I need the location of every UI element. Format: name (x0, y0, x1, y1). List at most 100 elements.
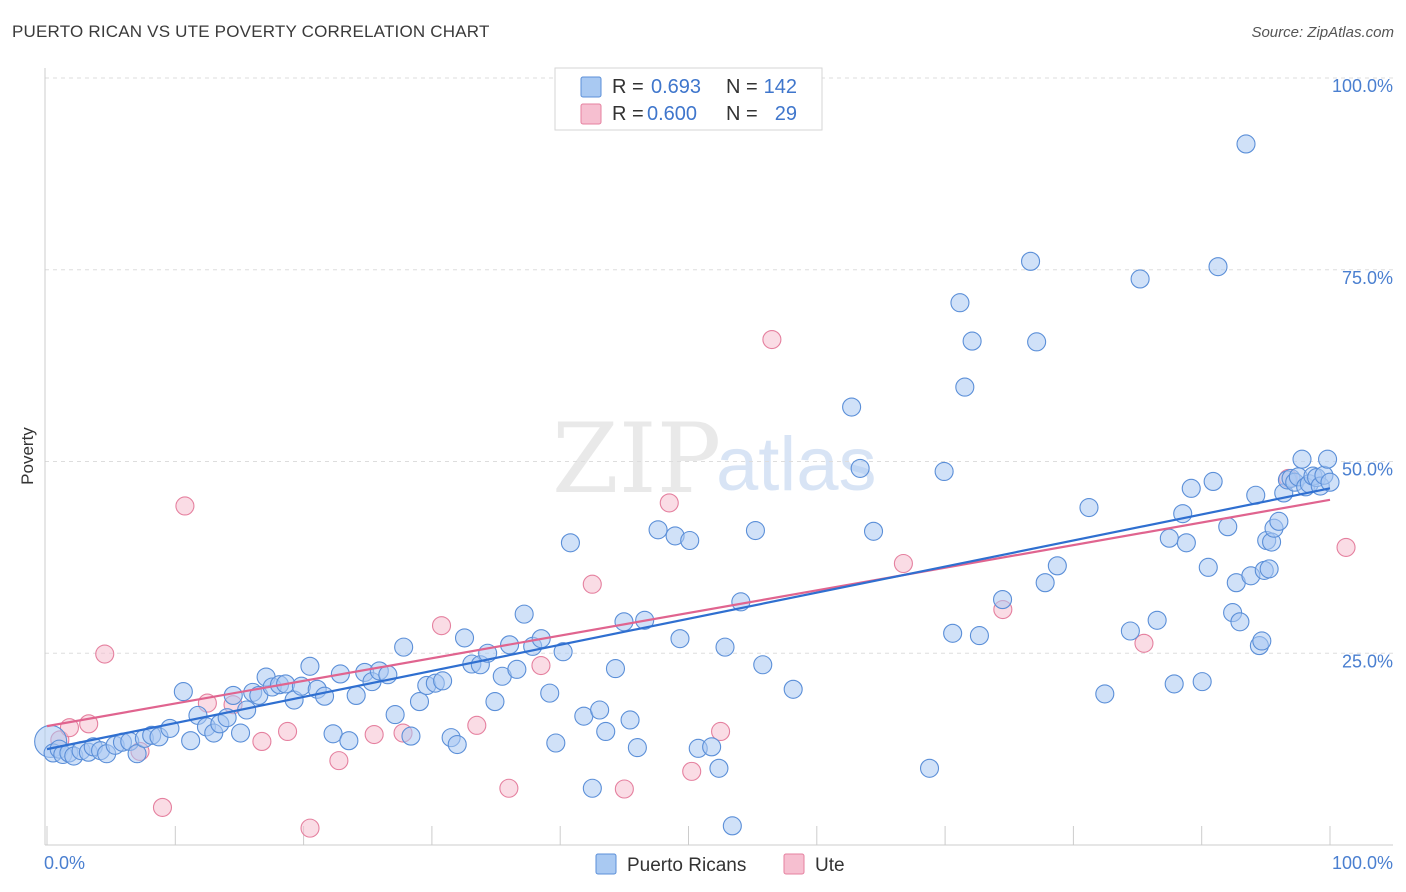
watermark-atlas: atlas (716, 422, 877, 507)
data-point-puerto-ricans (1120, 621, 1140, 641)
legend-label-puerto-ricans: Puerto Ricans (627, 855, 746, 876)
data-point-ute (582, 574, 602, 594)
legend-label-ute: Ute (815, 855, 845, 876)
data-point-puerto-ricans (1259, 559, 1279, 579)
data-point-puerto-ricans (1047, 556, 1067, 576)
legend-swatch-ute (783, 853, 805, 875)
data-point-puerto-ricans (950, 293, 970, 313)
data-point-puerto-ricans (1198, 557, 1218, 577)
data-point-puerto-ricans (1164, 674, 1184, 694)
legend-r-value: 0.600 (647, 103, 697, 125)
data-point-ute (711, 721, 731, 742)
trend-line-ute (46, 498, 1331, 728)
data-point-ute (531, 655, 551, 676)
data-point-ute (499, 778, 519, 798)
data-point-puerto-ricans (394, 637, 414, 657)
data-point-puerto-ricans (582, 778, 602, 798)
data-point-puerto-ricans (605, 659, 626, 679)
x-tick-label: 100.0% (1332, 853, 1393, 873)
y-tick-label: 25.0% (1342, 651, 1393, 671)
data-point-puerto-ricans (173, 682, 193, 702)
y-tick-label: 50.0% (1342, 460, 1393, 480)
data-point-puerto-ricans (553, 642, 573, 662)
data-point-puerto-ricans (314, 686, 335, 706)
data-point-ute (364, 725, 384, 745)
data-point-puerto-ricans (1208, 257, 1228, 277)
data-point-puerto-ricans (1269, 511, 1289, 531)
data-point-puerto-ricans (1236, 134, 1256, 154)
legend-n-label: N = (726, 76, 758, 98)
data-point-puerto-ricans (702, 737, 722, 757)
data-point-ute (431, 616, 452, 636)
trend-lines (46, 487, 1331, 751)
data-point-puerto-ricans (346, 685, 366, 705)
data-point-puerto-ricans (1292, 449, 1312, 469)
data-point-ute (329, 751, 349, 771)
data-point-puerto-ricans (955, 377, 975, 397)
y-tick-label: 75.0% (1342, 268, 1393, 288)
data-point-puerto-ricans (1192, 672, 1212, 692)
data-point-puerto-ricans (596, 721, 616, 742)
data-point-puerto-ricans (745, 520, 765, 541)
legend-n-label: N = (726, 103, 758, 125)
data-point-puerto-ricans (722, 816, 742, 836)
trend-line-puerto-ricans (46, 487, 1331, 751)
data-point-puerto-ricans (919, 758, 940, 778)
data-point-puerto-ricans (1095, 684, 1115, 704)
data-point-puerto-ricans (962, 331, 982, 351)
data-point-puerto-ricans (715, 637, 735, 657)
data-point-puerto-ricans (1230, 612, 1250, 632)
data-point-puerto-ricans (447, 734, 467, 755)
data-point-puerto-ricans (1320, 472, 1340, 492)
data-point-ute (252, 731, 272, 752)
data-point-puerto-ricans (934, 461, 954, 482)
data-point-ute (152, 797, 173, 817)
data-point-puerto-ricans (385, 705, 405, 725)
data-point-puerto-ricans (943, 623, 963, 643)
data-point-ute (893, 553, 913, 574)
legend-top: R = 0.693 N = 142 R = 0.600 N = 29 (554, 67, 823, 131)
data-point-puerto-ricans (850, 458, 870, 478)
data-point-puerto-ricans (1252, 631, 1272, 651)
chart-title: PUERTO RICAN VS UTE POVERTY CORRELATION … (12, 22, 490, 41)
legend-bottom: Puerto Ricans Ute (595, 853, 845, 876)
data-point-puerto-ricans (1130, 269, 1150, 289)
data-point-puerto-ricans (627, 738, 647, 758)
data-point-puerto-ricans (409, 692, 430, 712)
data-point-puerto-ricans (323, 724, 343, 744)
legend-swatch-puerto-ricans (595, 853, 617, 875)
legend-swatch-pink (580, 103, 602, 125)
data-point-puerto-ricans (1035, 573, 1055, 593)
data-point-puerto-ricans (614, 612, 634, 632)
data-point-puerto-ricans (560, 533, 580, 553)
legend-r-value: 0.693 (651, 76, 701, 98)
data-point-puerto-ricans (507, 659, 527, 679)
data-point-puerto-ricans (753, 655, 773, 675)
data-point-puerto-ricans (1147, 610, 1167, 630)
data-point-puerto-ricans (181, 731, 201, 751)
data-point-puerto-ricans (969, 626, 989, 646)
data-point-puerto-ricans (401, 726, 421, 746)
data-point-ute (175, 496, 195, 516)
puerto-rican-points (34, 134, 1340, 836)
y-tick-label: 100.0% (1332, 76, 1393, 96)
data-point-puerto-ricans (670, 629, 690, 649)
data-point-puerto-ricans (620, 710, 640, 730)
data-point-puerto-ricans (127, 744, 147, 764)
legend-n-value: 29 (775, 103, 797, 125)
y-tick-labels: 25.0% 50.0% 75.0% 100.0% (1332, 76, 1393, 671)
data-point-puerto-ricans (1218, 517, 1238, 537)
x-tick-labels: 0.0% 100.0% (44, 853, 1393, 873)
data-point-ute (762, 329, 782, 350)
data-point-puerto-ricans (1203, 471, 1223, 491)
data-point-puerto-ricans (842, 397, 862, 417)
data-point-puerto-ricans (863, 521, 884, 541)
data-point-ute (95, 644, 115, 664)
data-point-ute (467, 715, 487, 735)
data-point-puerto-ricans (1021, 251, 1041, 271)
watermark-zip: ZIP (552, 403, 721, 515)
data-point-puerto-ricans (590, 700, 610, 720)
data-point-ute (659, 493, 679, 513)
data-point-puerto-ricans (540, 683, 560, 703)
